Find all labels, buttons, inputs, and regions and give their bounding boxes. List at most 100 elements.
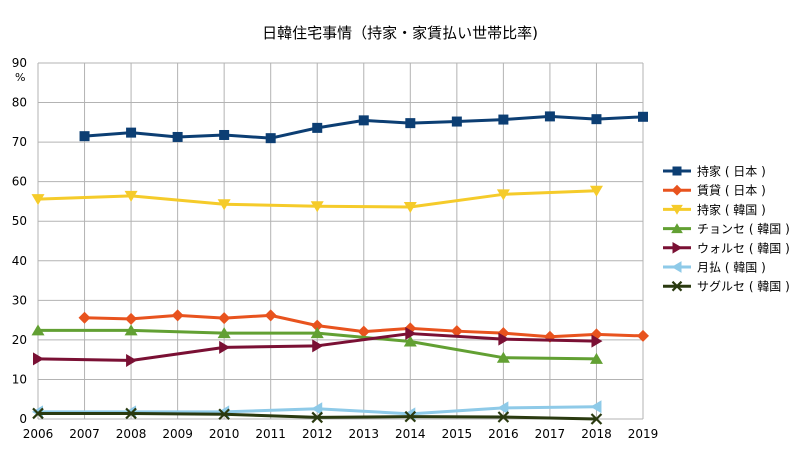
data-point xyxy=(310,327,324,339)
legend: 持家 ( 日本 ) 賃貸 ( 日本 ) 持家 ( 韓国 ) チョンセ ( 韓国 ) ウォ… xyxy=(663,164,790,294)
data-point xyxy=(33,352,44,366)
data-point xyxy=(403,201,417,213)
y-tick-label: 60 xyxy=(12,175,27,189)
x-tick-label: 2012 xyxy=(302,427,333,441)
data-point xyxy=(217,199,231,211)
legend-label: ウォルセ ( 韓国 ) xyxy=(697,241,790,255)
x-tick-label: 2017 xyxy=(535,427,566,441)
x-tick-label: 2007 xyxy=(69,427,100,441)
data-point xyxy=(218,312,231,325)
x-tick-label: 2011 xyxy=(255,427,286,441)
data-point xyxy=(544,111,555,122)
legend-item: チョンセ ( 韓国 ) xyxy=(663,222,790,236)
y-axis-unit: % xyxy=(15,71,25,84)
y-tick-label: 50 xyxy=(12,214,27,228)
data-point xyxy=(172,131,183,142)
x-tick-label: 2014 xyxy=(395,427,426,441)
legend-item: 月払 ( 韓国 ) xyxy=(663,261,766,275)
data-point xyxy=(124,324,138,336)
data-point xyxy=(79,131,90,142)
legend-marker xyxy=(671,204,683,215)
data-point xyxy=(265,133,276,144)
x-tick-label: 2015 xyxy=(442,427,473,441)
data-point xyxy=(450,325,463,338)
legend-label: 持家 ( 韓国 ) xyxy=(697,202,766,217)
x-tick-label: 2009 xyxy=(162,427,193,441)
data-point xyxy=(171,309,184,322)
data-point xyxy=(496,189,510,201)
data-point xyxy=(405,327,417,341)
data-point xyxy=(78,311,91,324)
data-point xyxy=(312,122,323,133)
y-tick-label: 90 xyxy=(12,56,27,70)
series-3 xyxy=(31,324,603,364)
data-point xyxy=(219,129,230,140)
x-tick-label: 2006 xyxy=(23,427,54,441)
data-point xyxy=(589,185,603,197)
data-point xyxy=(126,127,137,138)
legend-item: 持家 ( 日本 ) xyxy=(663,164,766,179)
data-point xyxy=(311,411,324,424)
y-tick-label: 20 xyxy=(12,333,27,347)
legend-marker xyxy=(672,166,682,176)
y-tick-label: 10 xyxy=(12,372,27,386)
data-point xyxy=(497,401,509,415)
legend-item: サグルセ ( 韓国 ) xyxy=(663,280,790,294)
data-point xyxy=(219,340,231,354)
series-layer xyxy=(31,111,649,425)
x-tick-label: 2019 xyxy=(628,427,659,441)
chart-title: 日韓住宅事情（持家・家賃払い世帯比率) xyxy=(262,24,538,42)
data-point xyxy=(217,327,231,339)
data-point xyxy=(357,325,370,338)
data-point xyxy=(312,339,324,353)
data-point xyxy=(358,115,369,126)
series-6 xyxy=(32,407,603,425)
data-point xyxy=(403,335,417,347)
data-point xyxy=(218,408,230,421)
legend-item: ウォルセ ( 韓国 ) xyxy=(663,241,790,255)
data-point xyxy=(31,324,45,336)
data-point xyxy=(496,351,510,363)
x-tick-label: 2018 xyxy=(581,427,612,441)
legend-label: サグルセ ( 韓国 ) xyxy=(697,280,790,294)
data-point xyxy=(591,114,602,125)
data-point xyxy=(310,201,324,213)
legend-marker xyxy=(671,223,683,234)
data-point xyxy=(31,194,45,206)
data-point xyxy=(264,309,277,322)
y-tick-label: 40 xyxy=(12,254,27,268)
data-point xyxy=(451,116,462,127)
data-point xyxy=(637,329,649,342)
y-tick-label: 30 xyxy=(12,293,27,307)
y-tick-label: 70 xyxy=(12,135,27,149)
data-point xyxy=(638,111,648,122)
legend-marker xyxy=(671,280,683,292)
x-tick-label: 2016 xyxy=(488,427,519,441)
x-tick-label: 2013 xyxy=(348,427,379,441)
data-point xyxy=(591,334,603,348)
x-tick-label: 2008 xyxy=(116,427,147,441)
legend-marker xyxy=(672,241,683,254)
data-point xyxy=(590,413,603,425)
data-point xyxy=(498,332,510,346)
y-tick-label: 80 xyxy=(12,96,27,110)
data-point xyxy=(125,407,137,420)
data-point xyxy=(498,114,509,125)
data-point xyxy=(405,118,416,129)
y-tick-label: 0 xyxy=(19,412,27,426)
legend-label: チョンセ ( 韓国 ) xyxy=(697,222,790,236)
data-point xyxy=(404,410,417,423)
data-point xyxy=(124,190,138,202)
legend-label: 持家 ( 日本 ) xyxy=(697,164,766,179)
data-point xyxy=(32,407,44,420)
data-point xyxy=(125,312,138,325)
legend-item: 賃貸 ( 日本 ) xyxy=(663,183,766,198)
axes: 0 10 20 30 40 50 60 70 80 90 2006 2007 2008 2009 2010 2… xyxy=(12,56,659,441)
data-point xyxy=(311,319,324,332)
legend-marker xyxy=(671,261,682,273)
series-4 xyxy=(33,327,603,367)
data-point xyxy=(497,411,510,423)
data-point xyxy=(311,402,323,416)
legend-label: 月払 ( 韓国 ) xyxy=(697,261,766,275)
